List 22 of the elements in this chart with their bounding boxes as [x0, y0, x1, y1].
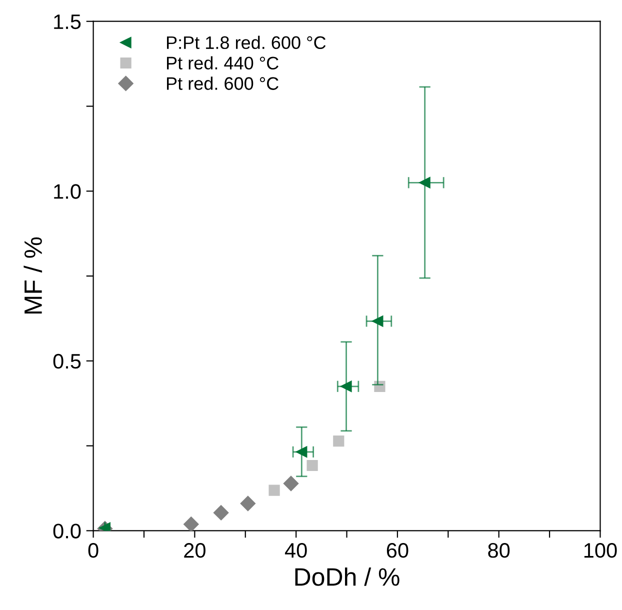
- legend-label: P:Pt 1.8 red. 600 °C: [167, 36, 326, 50]
- point: [333, 436, 344, 447]
- x-tick-label: 20: [184, 543, 206, 558]
- point: [283, 476, 299, 492]
- point: [306, 460, 318, 472]
- y-tick-label: 1.0: [54, 184, 81, 199]
- x-tick-label: 0: [88, 543, 98, 558]
- y-tick-label: 1.5: [54, 14, 81, 30]
- y-tick-label: 0.0: [53, 524, 81, 538]
- x-axis-title: DoDh / %: [295, 567, 400, 586]
- legend-label: Pt red. 600 °C: [167, 76, 278, 90]
- y-axis-title: MF / %: [24, 237, 42, 314]
- x-tick-label: 60: [386, 543, 408, 558]
- point: [184, 516, 199, 531]
- point: [268, 484, 280, 496]
- x-tick-label: 80: [488, 543, 510, 558]
- x-tick-label: 40: [284, 543, 307, 558]
- point: [213, 505, 229, 520]
- y-tick-label: 0.5: [53, 354, 81, 369]
- point: [240, 496, 256, 512]
- x-tick-label: 100: [584, 543, 617, 558]
- legend-label: Pt red. 440 °C: [167, 56, 278, 70]
